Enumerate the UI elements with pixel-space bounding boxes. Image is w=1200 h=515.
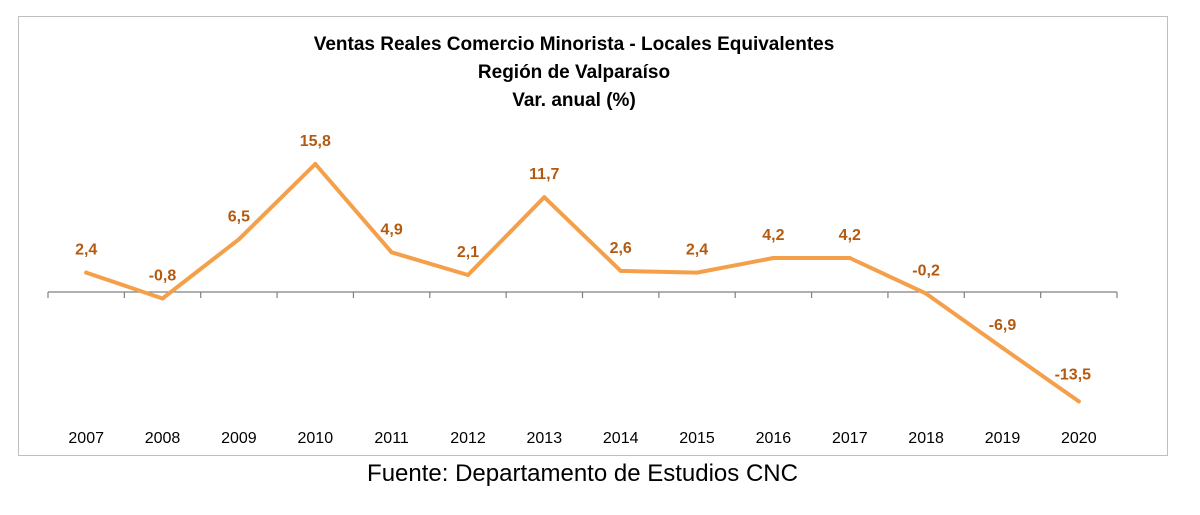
chart-title: Ventas Reales Comercio Minorista - Local… [314, 34, 835, 111]
data-label-2007: 2,4 [75, 242, 97, 259]
data-point-2010 [313, 162, 318, 166]
x-tick-labels: 2007 2008 2009 2010 2011 2012 2013 2014 2015 2016… [68, 430, 1096, 447]
data-point-2012 [466, 273, 470, 277]
x-tick-label-2008: 2008 [145, 430, 181, 447]
data-label-2015: 2,4 [686, 242, 708, 259]
data-point-2011 [389, 250, 394, 255]
data-label-2019: -6,9 [989, 317, 1017, 334]
data-point-2017 [847, 256, 852, 260]
x-tick-label-2020: 2020 [1061, 430, 1097, 447]
x-tick-label-2017: 2017 [832, 430, 868, 447]
data-point-2007 [84, 270, 89, 275]
x-tick-label-2019: 2019 [985, 430, 1021, 447]
x-tick-label-2015: 2015 [679, 430, 715, 447]
x-axis [47, 291, 1118, 298]
data-labels: 2,4 -0,8 6,5 15,8 4,9 2,1 11,7 2,6 2,4 4,2 4,2 -0,2… [75, 133, 1091, 383]
x-tick-label-2010: 2010 [298, 430, 334, 447]
x-tick-label-2012: 2012 [450, 430, 486, 447]
x-tick-label-2011: 2011 [374, 430, 409, 447]
chart-frame [18, 16, 1168, 456]
data-point-2013 [542, 195, 547, 200]
x-tick-label-2018: 2018 [908, 430, 944, 447]
data-label-2014: 2,6 [610, 240, 632, 257]
data-point-2015 [695, 270, 699, 275]
x-tick-label-2014: 2014 [603, 430, 639, 447]
data-label-2012: 2,1 [457, 244, 479, 261]
data-label-2013: 11,7 [529, 166, 559, 183]
x-tick-label-2016: 2016 [756, 430, 792, 447]
data-label-2008: -0,8 [149, 268, 177, 285]
chart-title-line-2: Región de Valparaíso [478, 62, 670, 83]
data-label-2017: 4,2 [839, 227, 861, 244]
source-note: Fuente: Departamento de Estudios CNC [367, 460, 798, 487]
data-point-2016 [771, 256, 776, 260]
data-point-2018 [924, 291, 929, 296]
data-point-2019 [1000, 345, 1005, 350]
x-tick-label-2009: 2009 [221, 430, 257, 447]
data-point-2014 [618, 268, 623, 273]
x-tick-label-2007: 2007 [68, 430, 104, 447]
series-line-group [84, 162, 1081, 404]
data-label-2009: 6,5 [228, 208, 250, 225]
chart-title-line-3: Var. anual (%) [512, 90, 636, 111]
data-point-2020 [1076, 399, 1081, 404]
x-tick-label-2013: 2013 [527, 430, 563, 447]
data-label-2020: -13,5 [1055, 366, 1092, 383]
chart-title-line-1: Ventas Reales Comercio Minorista - Local… [314, 34, 835, 55]
series-line [84, 162, 1081, 404]
data-label-2010: 15,8 [300, 133, 331, 150]
data-label-2018: -0,2 [912, 263, 940, 280]
data-point-2008 [160, 296, 165, 301]
data-label-2011: 4,9 [380, 221, 402, 238]
data-label-2016: 4,2 [762, 227, 784, 244]
data-point-2009 [236, 237, 241, 242]
